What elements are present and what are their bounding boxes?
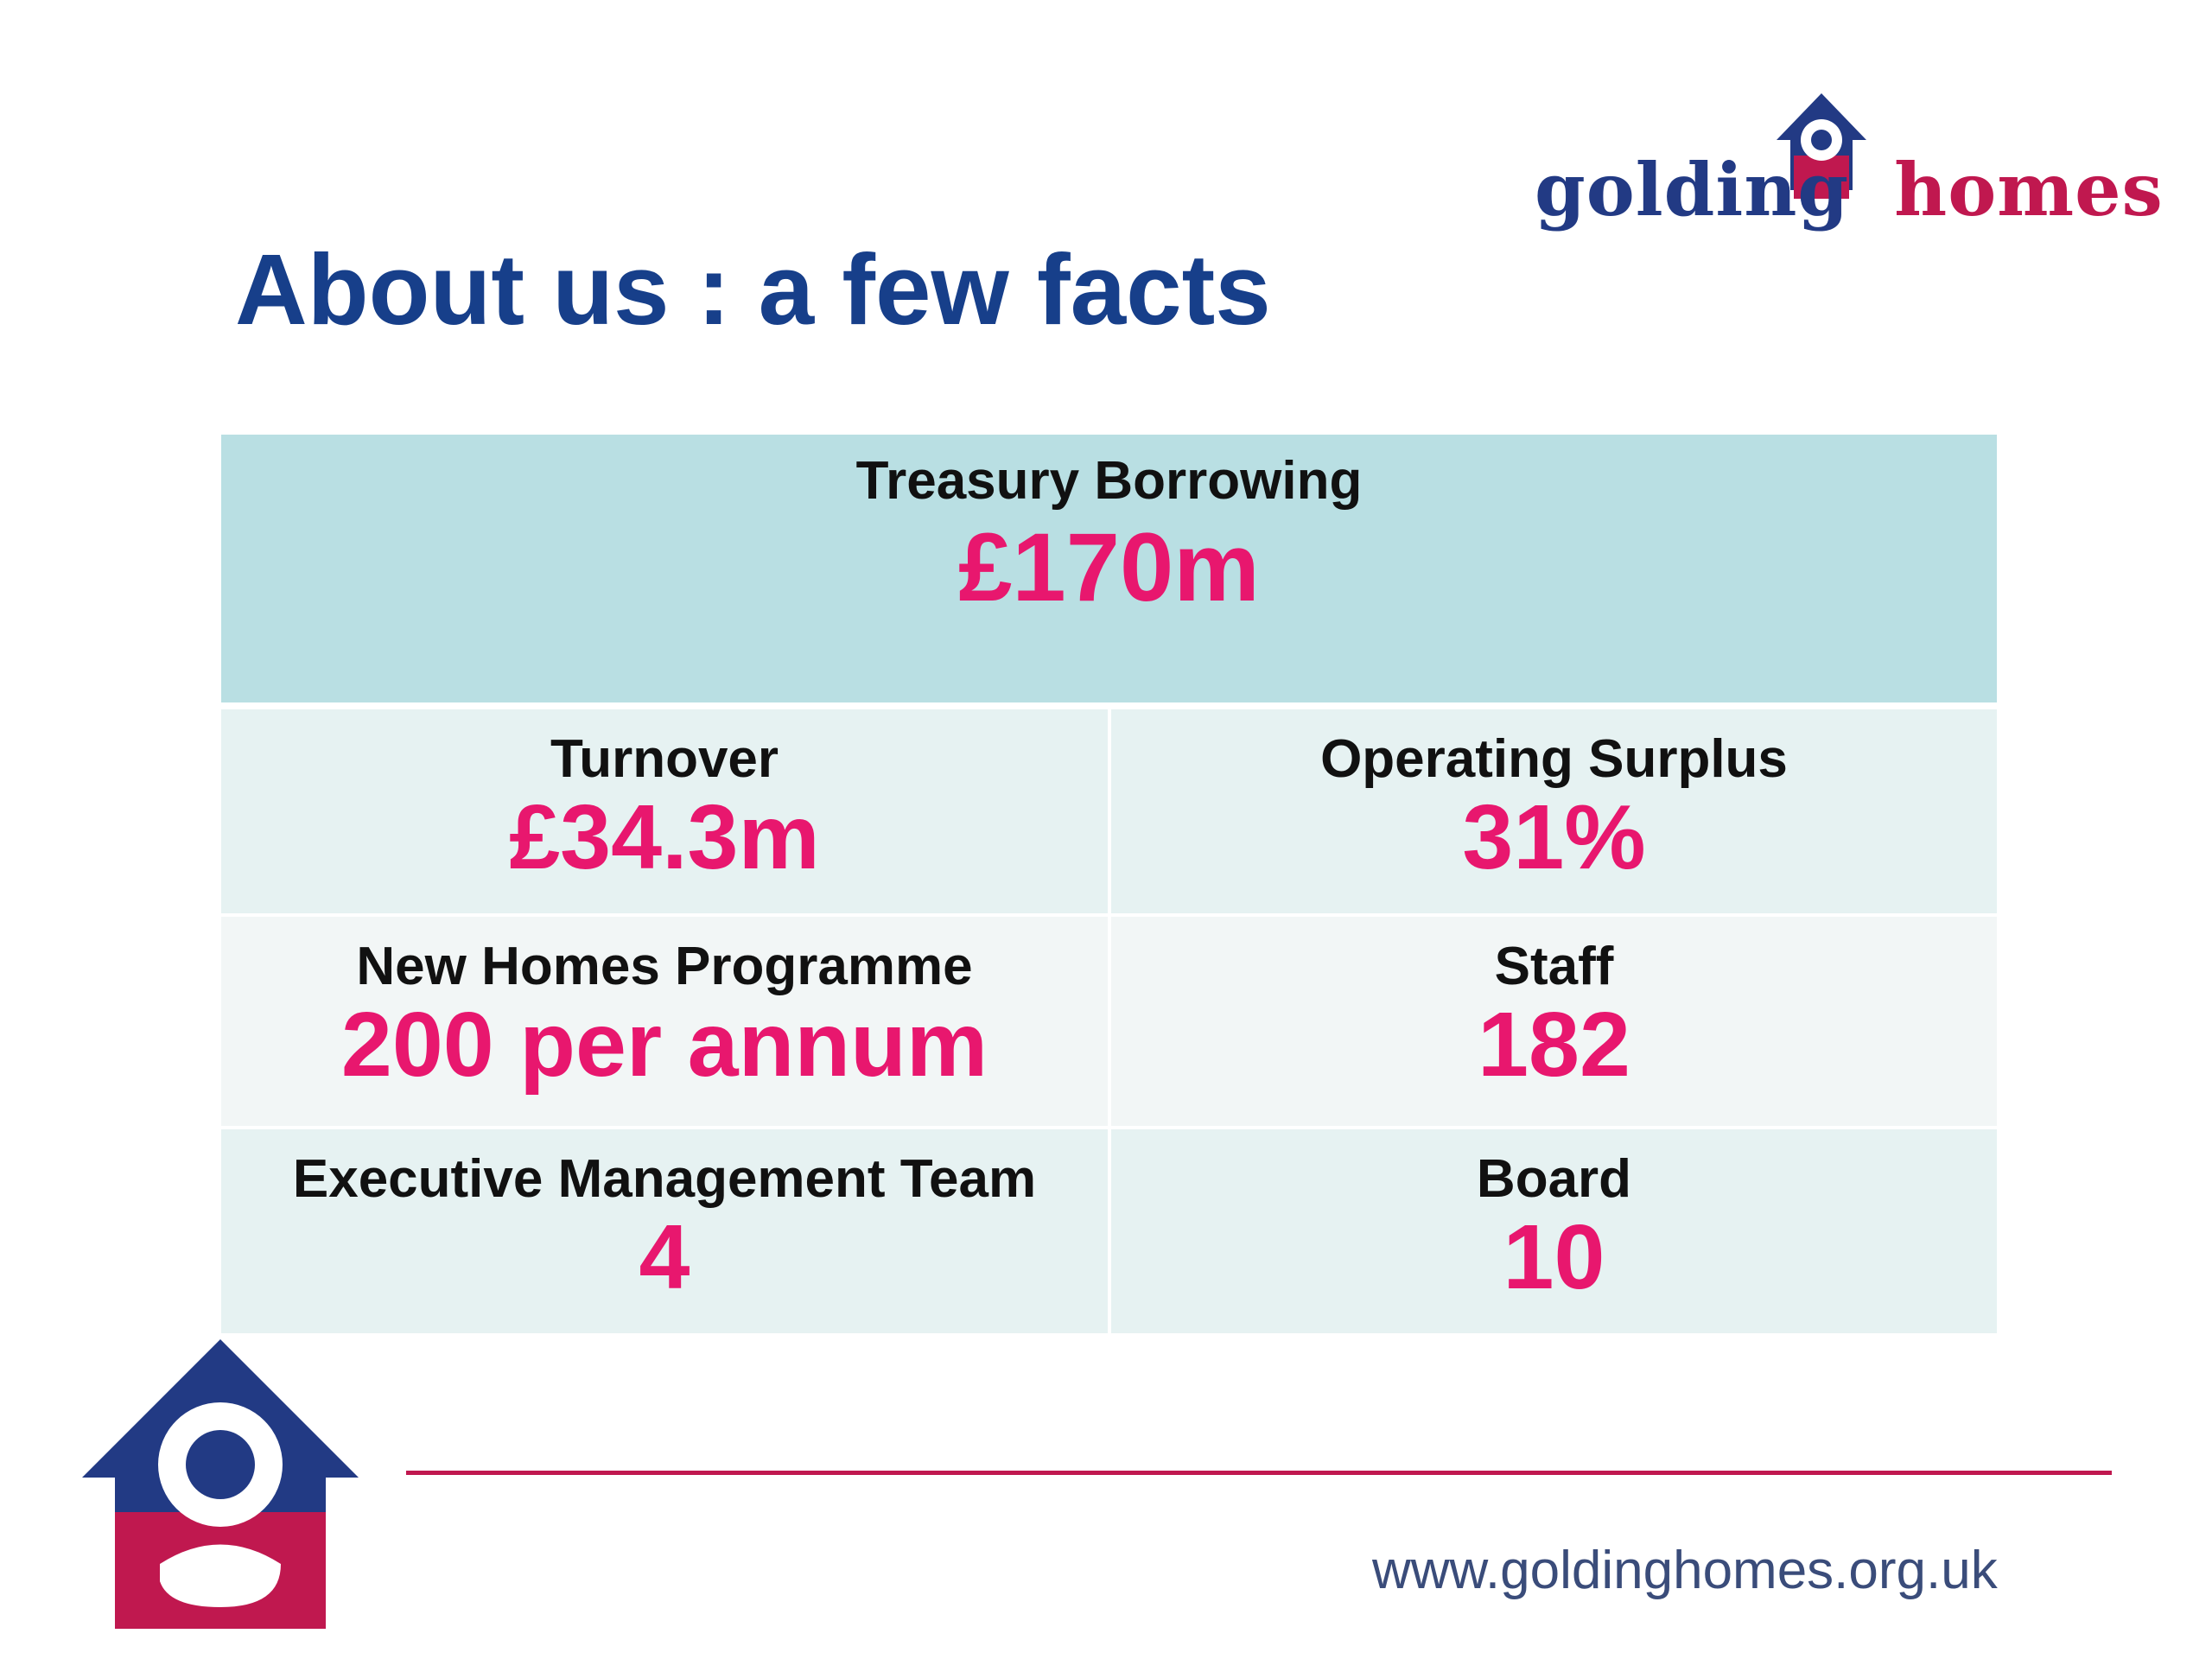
fact-label: Board [1476, 1149, 1632, 1209]
fact-value: 4 [639, 1206, 690, 1308]
fact-value: £170m [958, 513, 1260, 621]
fact-value: £34.3m [509, 786, 820, 888]
fact-label: Operating Surplus [1320, 729, 1788, 789]
fact-treasury-borrowing: Treasury Borrowing £170m [221, 435, 1997, 702]
website-url[interactable]: www.goldinghomes.org.uk [1372, 1541, 1998, 1600]
column-divider [1108, 709, 1111, 1333]
fact-new-homes-programme: New Homes Programme 200 per annum [221, 917, 1108, 1126]
brand-wordmark: golding homes [1535, 147, 2164, 232]
fact-label: Staff [1494, 937, 1614, 996]
fact-label: Treasury Borrowing [855, 451, 1363, 511]
fact-label: New Homes Programme [356, 937, 973, 996]
page-title: About us : a few facts [235, 233, 1271, 346]
fact-operating-surplus: Operating Surplus 31% [1111, 709, 1997, 913]
fact-value: 200 per annum [340, 994, 988, 1096]
footer-divider [406, 1471, 2112, 1475]
brand-logo-top: golding homes [1535, 86, 2163, 259]
house-g-logo-icon [82, 1339, 359, 1629]
brand-name-part2: homes [1894, 147, 2164, 232]
fact-label: Turnover [550, 729, 779, 789]
fact-executive-management-team: Executive Management Team 4 [221, 1129, 1108, 1333]
facts-table: Treasury Borrowing £170m Turnover £34.3m… [221, 435, 1997, 1333]
fact-value: 182 [1478, 994, 1630, 1096]
brand-name-part1: golding [1535, 147, 1850, 232]
fact-board: Board 10 [1111, 1129, 1997, 1333]
fact-staff: Staff 182 [1111, 917, 1997, 1126]
fact-label: Executive Management Team [292, 1149, 1037, 1209]
fact-value: 10 [1503, 1206, 1605, 1308]
house-g-logo-icon [1777, 93, 1866, 199]
fact-turnover: Turnover £34.3m [221, 709, 1108, 913]
fact-value: 31% [1462, 786, 1646, 888]
